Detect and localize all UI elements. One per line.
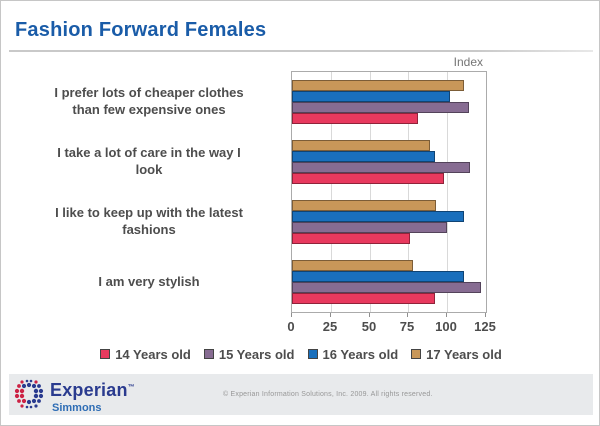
legend-label: 15 Years old (218, 346, 295, 362)
gridline (447, 72, 448, 312)
title-divider (9, 50, 593, 52)
category-label: I like to keep up with the latest fashio… (55, 205, 243, 237)
tick-label: 125 (474, 319, 496, 334)
tick-mark (369, 313, 370, 317)
bar-16-years-old (292, 91, 450, 102)
plot-area (291, 71, 487, 313)
tick-label: 75 (399, 319, 415, 334)
tick-mark (291, 313, 292, 317)
category-label: I am very stylish (98, 273, 200, 289)
bar-16-years-old (292, 271, 464, 282)
gridline (370, 72, 371, 312)
tick-label: 25 (322, 319, 338, 334)
logo-simmons-text: Simmons (52, 402, 102, 414)
gridline (408, 72, 409, 312)
legend-label: 16 Years old (322, 346, 399, 362)
bar-14-years-old (292, 173, 444, 184)
legend: 14 Years old 15 Years old 16 Years old 17 Y… (1, 344, 599, 364)
footer-band (9, 374, 593, 415)
page-title: Fashion Forward Females (15, 19, 267, 41)
legend-item: 16 Years old (307, 346, 399, 362)
gridline (331, 72, 332, 312)
logo-experian-text: Experian™ (50, 380, 135, 400)
copyright-text: © Experian Information Solutions, Inc. 2… (223, 391, 433, 398)
trademark-symbol: ™ (127, 384, 135, 391)
legend-swatch (411, 349, 422, 359)
logo-dots-icon (14, 379, 44, 409)
tick-mark (407, 313, 408, 317)
bar-14-years-old (292, 293, 435, 304)
category-label: I take a lot of care in the way I look (57, 145, 241, 177)
bar-15-years-old (292, 102, 469, 113)
bar-14-years-old (292, 113, 418, 124)
bar-17-years-old (292, 80, 464, 91)
bar-15-years-old (292, 162, 470, 173)
bar-14-years-old (292, 233, 410, 244)
category-label: I prefer lots of cheaper clothes than fe… (54, 85, 244, 117)
legend-item: 15 Years old (203, 346, 295, 362)
legend-label: 17 Years old (426, 346, 502, 362)
bar-17-years-old (292, 200, 436, 211)
legend-swatch (100, 349, 111, 359)
tick-mark (446, 313, 447, 317)
legend-item: 14 Years old (100, 347, 191, 362)
bar-15-years-old (292, 222, 447, 233)
tick-label: 50 (361, 319, 377, 334)
bar-16-years-old (292, 211, 464, 222)
bar-17-years-old (292, 260, 413, 271)
bar-15-years-old (292, 282, 481, 293)
tick-label: 0 (287, 319, 295, 334)
tick-mark (330, 313, 331, 317)
bar-17-years-old (292, 140, 430, 151)
tick-label: 100 (435, 319, 457, 334)
legend-swatch (203, 349, 214, 359)
legend-swatch (307, 349, 318, 359)
experian-logo: Experian™ Simmons (13, 377, 213, 417)
axis-title-index: Index (453, 55, 483, 69)
tick-mark (485, 313, 486, 317)
legend-item: 17 Years old (411, 347, 502, 362)
bar-16-years-old (292, 151, 435, 162)
legend-label: 14 Years old (115, 346, 191, 362)
